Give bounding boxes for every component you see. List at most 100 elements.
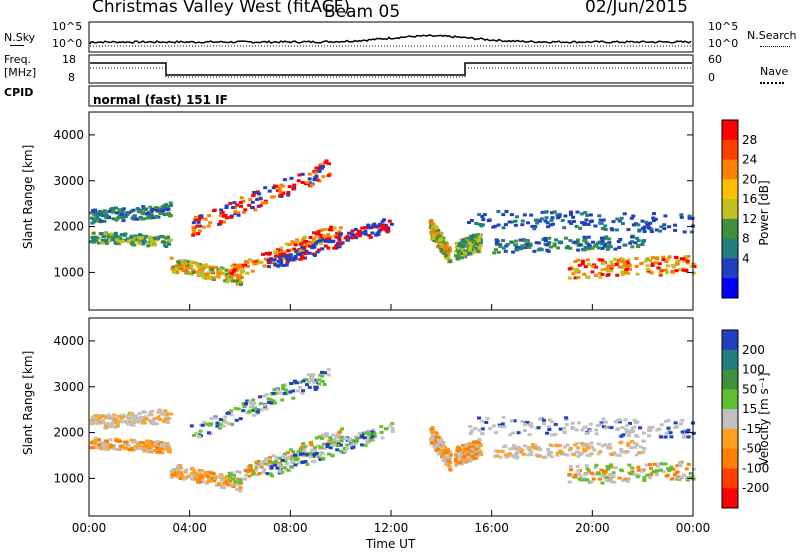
scatter-cell — [557, 444, 562, 448]
scatter-cell — [588, 220, 593, 224]
scatter-cell — [582, 221, 587, 225]
scatter-cell — [616, 240, 621, 243]
scatter-cell — [383, 427, 388, 431]
scatter-cell — [94, 421, 98, 425]
scatter-cell — [513, 219, 518, 223]
scatter-cell — [102, 211, 107, 215]
scatter-cell — [587, 471, 591, 475]
scatter-cell — [573, 473, 578, 477]
scatter-cell — [623, 418, 628, 422]
scatter-cell — [169, 256, 174, 260]
scatter-cell — [313, 385, 318, 389]
scatter-cell — [274, 250, 279, 253]
scatter-cell — [255, 258, 260, 262]
scatter-cell — [617, 219, 622, 223]
scatter-cell — [573, 260, 578, 263]
scatter-cell — [129, 438, 134, 442]
scatter-cell — [474, 447, 479, 451]
scatter-cell — [538, 417, 543, 421]
scatter-cell — [591, 240, 595, 244]
scatter-cell — [582, 248, 587, 252]
scatter-cell — [132, 416, 136, 419]
scatter-cell — [675, 470, 680, 474]
scatter-cell — [323, 371, 327, 375]
scatter-cell — [300, 460, 305, 464]
scatter-cell — [600, 481, 605, 485]
colorbar-tick-label: 15 — [742, 402, 757, 416]
scatter-cell — [692, 265, 697, 268]
scatter-cell — [645, 473, 650, 477]
scatter-cell — [103, 232, 108, 236]
scatter-cell — [576, 276, 581, 280]
scatter-cell — [615, 273, 620, 277]
scatter-cell — [458, 451, 463, 455]
scatter-cell — [305, 462, 310, 466]
scatter-cell — [218, 220, 223, 224]
scatter-cell — [101, 418, 106, 422]
scatter-cell — [482, 213, 487, 217]
scatter-cell — [563, 452, 568, 456]
scatter-cell — [288, 254, 292, 258]
scatter-cell — [550, 216, 555, 220]
scatter-cell — [650, 425, 655, 429]
scatter-cell — [271, 186, 276, 190]
scatter-cell — [284, 242, 289, 246]
scatter-cell — [527, 446, 532, 450]
scatter-cell — [114, 211, 119, 215]
scatter-cell — [97, 443, 102, 447]
scatter-cell — [134, 440, 139, 444]
scatter-cell — [535, 221, 540, 225]
scatter-cell — [277, 469, 282, 473]
scatter-cell — [666, 428, 671, 432]
scatter-cell — [469, 429, 474, 433]
scatter-cell — [663, 268, 668, 272]
scatter-cell — [174, 264, 179, 268]
scatter-cell — [250, 259, 255, 263]
scatter-cell — [337, 245, 342, 249]
scatter-cell — [666, 264, 670, 268]
scatter-cell — [134, 217, 139, 221]
scatter-cell — [465, 240, 470, 244]
scatter-cell — [103, 423, 108, 427]
scatter-cell — [644, 220, 649, 224]
scatter-cell — [132, 438, 137, 442]
scatter-cell — [143, 208, 148, 211]
scatter-cell — [610, 453, 615, 456]
scatter-cell — [547, 425, 551, 429]
scatter-cell — [238, 486, 243, 489]
scatter-cell — [468, 425, 473, 428]
scatter-cell — [313, 387, 318, 391]
scatter-cell — [602, 471, 607, 475]
scatter-cell — [223, 415, 228, 419]
scatter-cell — [113, 241, 118, 245]
scatter-cell — [264, 252, 269, 255]
scatter-cell — [290, 256, 295, 260]
scatter-cell — [686, 254, 691, 258]
velocity-colorbar-label: Velocity [m s⁻¹] — [757, 372, 771, 466]
scatter-cell — [258, 261, 262, 265]
scatter-cell — [165, 442, 170, 446]
scatter-cell — [307, 172, 312, 176]
scatter-cell — [522, 213, 527, 217]
scatter-cell — [257, 192, 262, 196]
scatter-cell — [237, 480, 242, 484]
xtick-label: 00:00 — [72, 521, 107, 535]
scatter-cell — [229, 215, 234, 219]
scatter-cell — [227, 269, 232, 273]
scatter-cell — [276, 463, 281, 467]
scatter-cell — [507, 220, 512, 224]
scatter-cell — [296, 250, 301, 254]
scatter-cell — [256, 459, 261, 463]
scatter-cell — [434, 439, 439, 443]
scatter-cell — [434, 443, 439, 447]
scatter-cell — [269, 401, 274, 405]
scatter-cell — [201, 273, 206, 277]
scatter-cell — [626, 228, 631, 232]
scatter-cell — [458, 241, 463, 245]
scatter-cell — [576, 454, 581, 458]
scatter-cell — [300, 391, 305, 395]
scatter-cell — [311, 243, 316, 247]
scatter-cell — [601, 417, 606, 421]
scatter-cell — [165, 446, 170, 450]
scatter-cell — [594, 463, 599, 467]
